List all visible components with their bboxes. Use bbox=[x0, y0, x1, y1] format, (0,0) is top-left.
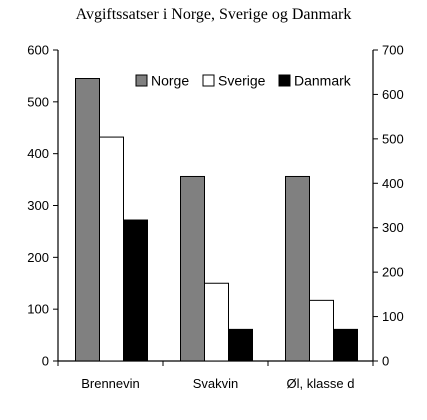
y-tick-label-left: 300 bbox=[27, 198, 49, 213]
legend-label-norge: Norge bbox=[151, 73, 189, 89]
y-tick-label-left: 400 bbox=[27, 146, 49, 161]
bar-sverige bbox=[99, 136, 124, 362]
bar-danmark bbox=[333, 328, 358, 362]
y-tick-label-right: 700 bbox=[382, 43, 404, 58]
bar-sverige bbox=[204, 282, 229, 362]
y-tick-label-right: 0 bbox=[382, 354, 389, 369]
legend-swatch-danmark bbox=[278, 74, 291, 87]
y-tick-label-right: 400 bbox=[382, 176, 404, 191]
y-tick-label-right: 300 bbox=[382, 220, 404, 235]
bar-norge bbox=[75, 78, 100, 362]
legend: Norge Sverige Danmark bbox=[135, 73, 352, 89]
bar-norge bbox=[285, 175, 310, 362]
bar-danmark bbox=[228, 328, 253, 362]
y-tick-label-left: 100 bbox=[27, 302, 49, 317]
y-tick-label-right: 100 bbox=[382, 309, 404, 324]
x-tick-label: Øl, klasse d bbox=[287, 376, 355, 391]
bars bbox=[75, 78, 358, 362]
x-tick-label: Svakvin bbox=[193, 376, 239, 391]
y-tick-label-right: 200 bbox=[382, 265, 404, 280]
bar-norge bbox=[180, 175, 205, 362]
x-tick-label: Brennevin bbox=[81, 376, 140, 391]
y-tick-label-right: 500 bbox=[382, 131, 404, 146]
y-tick-label-left: 200 bbox=[27, 250, 49, 265]
legend-label-sverige: Sverige bbox=[218, 73, 266, 89]
bar-danmark bbox=[123, 219, 148, 362]
legend-label-danmark: Danmark bbox=[294, 73, 352, 89]
y-tick-label-left: 500 bbox=[27, 94, 49, 109]
bar-sverige bbox=[309, 299, 334, 362]
legend-swatch-norge bbox=[135, 74, 148, 87]
y-tick-label-left: 600 bbox=[27, 43, 49, 58]
legend-swatch-sverige bbox=[202, 74, 215, 87]
chart-title: Avgiftssatser i Norge, Sverige og Danmar… bbox=[75, 6, 352, 23]
y-tick-label-right: 600 bbox=[382, 87, 404, 102]
ticks: 0 100 200 300 400 500 600 0 100 200 300 400 500 600 70… bbox=[27, 43, 403, 392]
y-tick-label-left: 0 bbox=[42, 354, 49, 369]
